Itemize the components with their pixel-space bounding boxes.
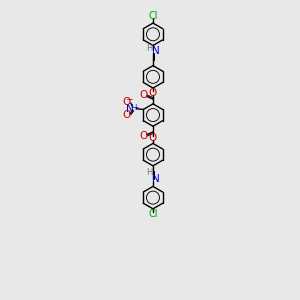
Text: Cl: Cl bbox=[148, 11, 158, 21]
Text: +: + bbox=[132, 103, 139, 112]
Text: N: N bbox=[152, 174, 160, 184]
Text: Cl: Cl bbox=[148, 209, 158, 219]
Text: N: N bbox=[152, 46, 160, 56]
Text: O: O bbox=[122, 110, 131, 120]
Text: −: − bbox=[125, 94, 133, 103]
Text: O: O bbox=[139, 131, 148, 141]
Text: O: O bbox=[149, 133, 157, 143]
Text: H: H bbox=[146, 168, 153, 177]
Text: N: N bbox=[126, 104, 134, 114]
Text: H: H bbox=[146, 44, 153, 52]
Text: O: O bbox=[149, 88, 157, 98]
Text: O: O bbox=[122, 97, 131, 107]
Text: O: O bbox=[139, 90, 148, 100]
